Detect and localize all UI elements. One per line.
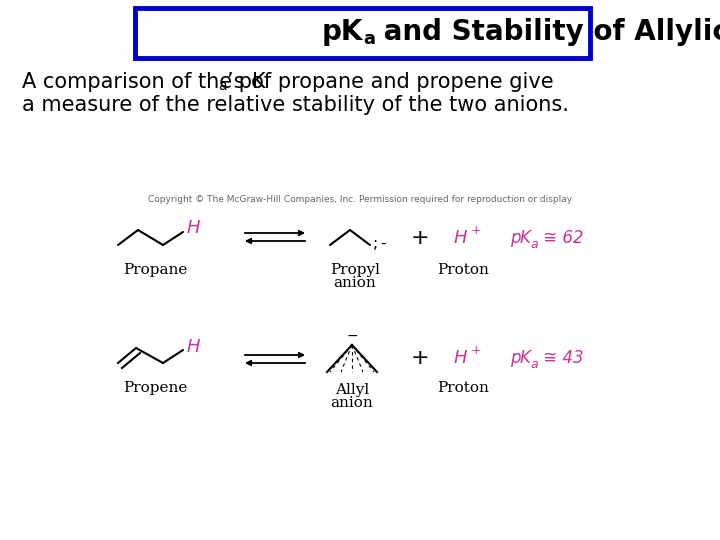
Text: anion: anion	[330, 396, 374, 410]
Text: Proton: Proton	[437, 263, 489, 277]
Text: H: H	[187, 338, 200, 356]
Text: Proton: Proton	[437, 381, 489, 395]
Text: a: a	[218, 79, 227, 93]
Text: and Stability of Allylic Anions: and Stability of Allylic Anions	[374, 18, 720, 46]
Text: a: a	[530, 238, 538, 251]
Text: A comparison of the pK: A comparison of the pK	[22, 72, 266, 92]
Text: +: +	[471, 225, 482, 238]
Text: +: +	[410, 348, 429, 368]
Text: -: -	[380, 235, 385, 251]
Text: H: H	[454, 229, 467, 247]
Text: K: K	[520, 229, 531, 247]
Text: ≅ 62: ≅ 62	[538, 229, 584, 247]
Text: Propene: Propene	[123, 381, 187, 395]
Text: H: H	[454, 349, 467, 367]
Text: p: p	[510, 349, 521, 367]
Text: p: p	[510, 229, 521, 247]
Text: ’s of propane and propene give: ’s of propane and propene give	[227, 72, 554, 92]
Text: +: +	[410, 228, 429, 248]
FancyBboxPatch shape	[135, 8, 590, 58]
Text: a measure of the relative stability of the two anions.: a measure of the relative stability of t…	[22, 95, 569, 115]
Text: H: H	[187, 219, 200, 237]
Text: ;: ;	[373, 235, 378, 251]
Text: +: +	[471, 345, 482, 357]
Text: K: K	[520, 349, 531, 367]
Text: −: −	[346, 329, 358, 343]
Text: Propyl: Propyl	[330, 263, 380, 277]
Text: a: a	[530, 357, 538, 370]
Text: Copyright © The McGraw-Hill Companies, Inc. Permission required for reproduction: Copyright © The McGraw-Hill Companies, I…	[148, 195, 572, 205]
Text: Propane: Propane	[123, 263, 187, 277]
Text: a: a	[364, 30, 376, 48]
Text: Allyl: Allyl	[335, 383, 369, 397]
Text: ≅ 43: ≅ 43	[538, 349, 584, 367]
Text: anion: anion	[333, 276, 377, 290]
Text: pK: pK	[321, 18, 362, 46]
